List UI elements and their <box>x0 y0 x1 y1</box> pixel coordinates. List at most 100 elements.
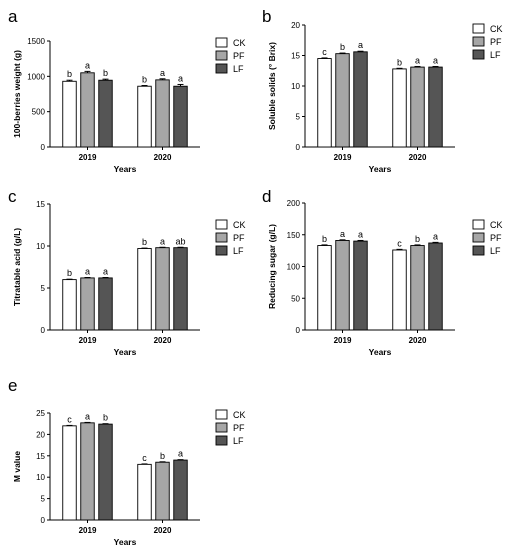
bar-ck-2020 <box>392 68 407 148</box>
panel-e: e 0 5 10 15 20 25 2019 c a b 2020 c b a Years M value CK P… <box>8 376 246 547</box>
y-tick-label: 20 <box>36 430 45 439</box>
bar-lf-2019 <box>98 79 113 148</box>
panel-letter: d <box>262 187 271 206</box>
legend-swatch-lf <box>215 245 228 256</box>
significance-label: a <box>160 68 165 78</box>
x-tick-label: 2019 <box>334 336 352 345</box>
legend-swatch-pf <box>472 36 485 47</box>
legend-label-lf: LF <box>233 246 244 256</box>
y-tick-label: 150 <box>287 231 301 240</box>
legend-label-lf: LF <box>490 50 501 60</box>
significance-label: b <box>67 268 72 278</box>
y-tick-label: 15 <box>36 452 45 461</box>
significance-label: a <box>160 236 165 246</box>
x-tick-label: 2019 <box>334 153 352 162</box>
panel-d: d 0 50 100 150 200 2019 b a a 2020 c b a Years Reducing… <box>262 187 503 357</box>
significance-label: a <box>103 267 108 277</box>
x-tick-label: 2020 <box>409 153 427 162</box>
significance-label: b <box>103 413 108 423</box>
x-tick-label: 2019 <box>79 336 97 345</box>
y-tick-label: 5 <box>41 495 46 504</box>
x-tick-label: 2020 <box>409 336 427 345</box>
x-tick-label: 2019 <box>79 526 97 535</box>
legend-swatch-pf <box>215 232 228 243</box>
significance-label: b <box>142 75 147 85</box>
bar-lf-2019 <box>353 51 368 148</box>
bar-pf-2019 <box>80 422 95 521</box>
y-tick-label: 0 <box>41 143 46 152</box>
panel-letter: c <box>8 187 17 206</box>
bar-pf-2020 <box>155 461 170 521</box>
bar-pf-2019 <box>80 72 95 148</box>
significance-label: a <box>85 60 90 70</box>
significance-label: b <box>103 68 108 78</box>
bar-pf-2019 <box>335 53 350 148</box>
significance-label: b <box>397 57 402 67</box>
legend-swatch-ck <box>215 37 228 48</box>
y-tick-label: 5 <box>296 113 301 122</box>
significance-label: a <box>85 411 90 421</box>
y-tick-label: 15 <box>36 200 45 209</box>
y-axis-title: Soluble solids (° Brix) <box>267 42 277 130</box>
bar-ck-2019 <box>62 279 77 331</box>
y-tick-label: 100 <box>287 263 301 272</box>
y-tick-label: 500 <box>32 108 46 117</box>
legend-label-pf: PF <box>490 37 502 47</box>
y-tick-label: 1500 <box>27 37 45 46</box>
panel-letter: e <box>8 376 17 395</box>
x-axis-title: Years <box>114 347 137 357</box>
bar-ck-2019 <box>62 80 77 148</box>
bar-ck-2020 <box>137 85 152 148</box>
significance-label: a <box>415 55 420 65</box>
y-tick-label: 15 <box>291 52 300 61</box>
legend-swatch-ck <box>472 23 485 34</box>
legend-label-ck: CK <box>233 410 246 420</box>
y-tick-label: 50 <box>291 294 300 303</box>
y-tick-label: 10 <box>36 242 45 251</box>
y-tick-label: 10 <box>36 473 45 482</box>
legend: CK PF LF <box>215 37 246 74</box>
bar-ck-2020 <box>392 249 407 331</box>
legend: CK PF LF <box>472 23 503 60</box>
bar-pf-2020 <box>155 247 170 331</box>
y-tick-label: 10 <box>291 82 300 91</box>
legend-swatch-ck <box>472 219 485 230</box>
significance-label: c <box>67 414 72 424</box>
significance-label: c <box>142 453 147 463</box>
legend-label-lf: LF <box>233 436 244 446</box>
significance-label: ab <box>175 236 185 246</box>
bar-pf-2020 <box>410 66 425 148</box>
bar-ck-2019 <box>317 245 332 331</box>
x-axis-title: Years <box>369 347 392 357</box>
bar-pf-2019 <box>335 240 350 331</box>
significance-label: b <box>322 234 327 244</box>
significance-label: a <box>178 73 183 83</box>
legend-label-pf: PF <box>233 233 245 243</box>
panel-letter: b <box>262 7 271 26</box>
bar-pf-2020 <box>155 79 170 148</box>
y-tick-label: 0 <box>296 143 301 152</box>
significance-label: c <box>397 238 402 248</box>
y-tick-label: 20 <box>291 21 300 30</box>
y-tick-label: 0 <box>296 326 301 335</box>
bar-lf-2020 <box>173 459 188 521</box>
significance-label: a <box>358 40 363 50</box>
legend-label-ck: CK <box>233 38 246 48</box>
x-tick-label: 2020 <box>154 336 172 345</box>
legend-swatch-ck <box>215 219 228 230</box>
y-tick-label: 1000 <box>27 72 45 81</box>
significance-label: a <box>433 55 438 65</box>
significance-label: b <box>160 451 165 461</box>
x-axis-title: Years <box>369 164 392 174</box>
significance-label: b <box>67 69 72 79</box>
panel-a: a 0 500 1000 1500 2019 b a b 2020 b a a Years 100-berr… <box>8 7 246 174</box>
x-axis-title: Years <box>114 537 137 547</box>
x-tick-label: 2019 <box>79 153 97 162</box>
x-tick-label: 2020 <box>154 526 172 535</box>
legend-swatch-lf <box>215 63 228 74</box>
legend-swatch-pf <box>215 422 228 433</box>
bar-ck-2020 <box>137 463 152 521</box>
legend: CK PF LF <box>215 409 246 446</box>
